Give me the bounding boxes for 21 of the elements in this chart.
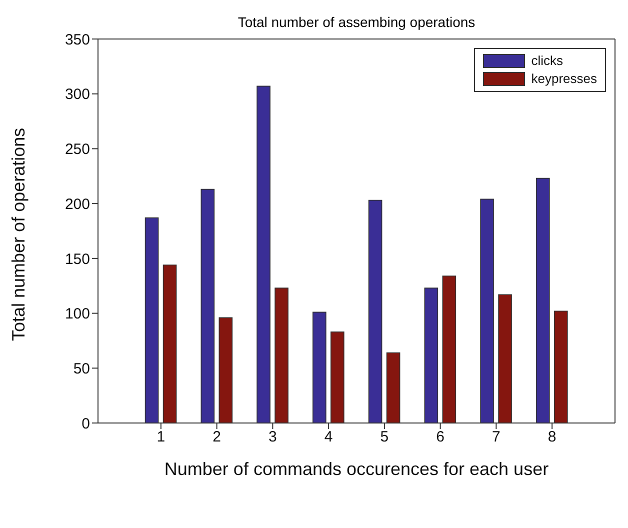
y-tick-label: 0	[82, 415, 90, 432]
chart-title: Total number of assembing operations	[236, 14, 476, 30]
x-tick-label: 6	[436, 428, 444, 446]
y-tick-label: 350	[64, 31, 90, 48]
y-tick-label: 100	[64, 306, 90, 323]
x-tick-label: 4	[324, 428, 333, 446]
x-tick-label: 2	[212, 428, 221, 446]
y-tick-label: 300	[64, 86, 90, 104]
x-tick-label: 7	[492, 428, 500, 446]
y-axis-title: Total number of operations	[8, 128, 28, 341]
y-tick-label: 50	[73, 360, 90, 378]
y-tick-label: 150	[64, 250, 90, 268]
y-tick-label: 250	[64, 141, 90, 158]
legend-label: keypresses	[531, 70, 597, 88]
x-tick-label: 8	[548, 428, 556, 446]
x-tick-label: 5	[380, 428, 389, 446]
legend-label: clicks	[531, 52, 564, 70]
x-axis-title: Number of commands occurences for each user	[164, 459, 549, 479]
x-tick-label: 1	[156, 428, 166, 446]
y-tick-label: 200	[64, 196, 90, 213]
x-tick-label: 3	[268, 428, 277, 446]
